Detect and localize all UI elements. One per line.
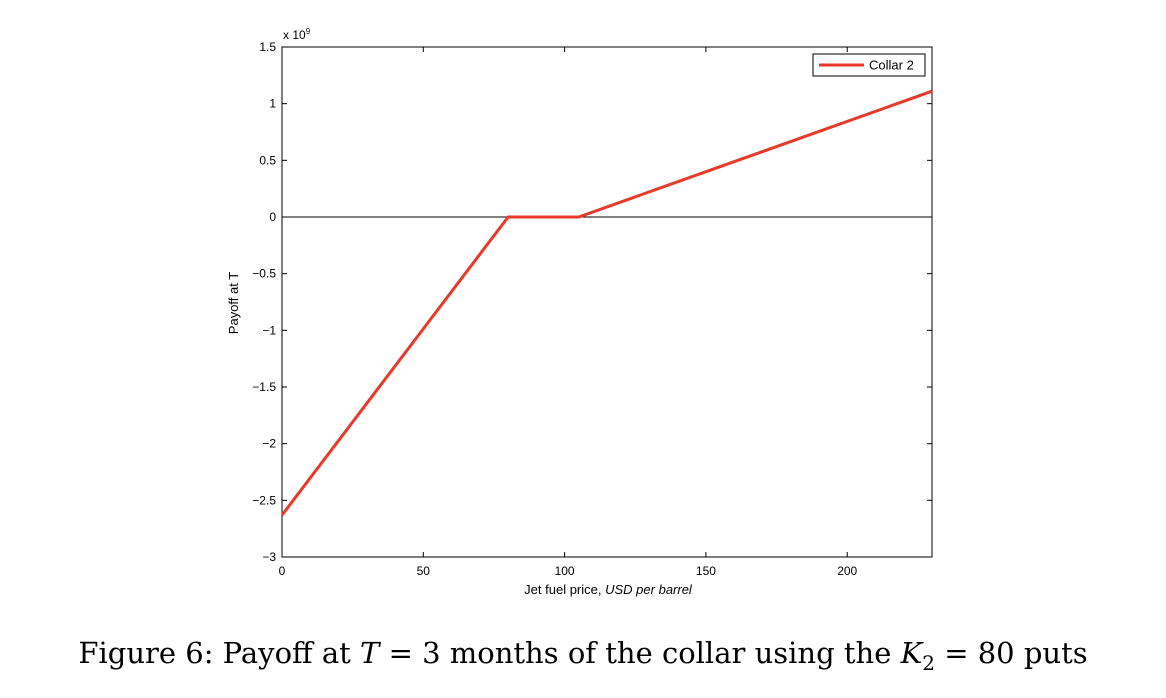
y-exponent-power: 9 bbox=[306, 27, 311, 36]
y-tick-label: −2 bbox=[262, 437, 276, 451]
legend: Collar 2 bbox=[812, 53, 926, 77]
caption-mid: = 3 months of the collar using the bbox=[379, 636, 901, 670]
legend-box bbox=[812, 53, 926, 77]
legend-label: Collar 2 bbox=[869, 58, 914, 73]
y-tick-label: −3 bbox=[262, 550, 276, 564]
plot-frame bbox=[281, 46, 933, 558]
series-line-collar-2 bbox=[280, 89, 933, 517]
y-tick-label: −1 bbox=[262, 323, 276, 337]
x-axis-label-units: USD per barrel bbox=[605, 582, 693, 597]
y-tick-label: 1 bbox=[269, 97, 276, 111]
x-axis-label: Jet fuel price, USD per barrel bbox=[524, 582, 693, 597]
x-tick-label: 50 bbox=[417, 564, 431, 578]
y-tick-label: 0.5 bbox=[259, 153, 276, 167]
x-tick-label: 200 bbox=[837, 564, 857, 578]
y-axis-label: Payoff at T bbox=[226, 272, 241, 334]
y-tick-label: −0.5 bbox=[252, 267, 276, 281]
y-tick-label: 1.5 bbox=[259, 40, 276, 54]
caption-var-k: K bbox=[900, 636, 923, 670]
x-tick-label: 100 bbox=[555, 564, 575, 578]
payoff-chart: 0 50 100 150 200 −3 −2.5 −2 −1.5 −1 −0.5 0 0.5 1 1.5 x… bbox=[226, 27, 933, 597]
y-tick-label: −1.5 bbox=[252, 380, 276, 394]
y-tick-label: −2.5 bbox=[252, 493, 276, 507]
x-tick-label: 150 bbox=[696, 564, 716, 578]
x-tick-label: 0 bbox=[279, 564, 286, 578]
y-exponent-label: x 109 bbox=[283, 27, 311, 42]
caption-var-t: T bbox=[360, 636, 380, 670]
plot-area: 0 50 100 150 200 −3 −2.5 −2 −1.5 −1 −0.5 0 0.5 1 1.5 bbox=[252, 40, 933, 578]
figure-caption: Figure 6: Payoff at T = 3 months of the … bbox=[0, 636, 1166, 675]
y-tick-label: 0 bbox=[269, 210, 276, 224]
caption-prefix: Figure 6: Payoff at bbox=[78, 636, 361, 670]
caption-suffix: = 80 puts bbox=[935, 636, 1088, 670]
caption-sub-k: 2 bbox=[922, 650, 935, 675]
